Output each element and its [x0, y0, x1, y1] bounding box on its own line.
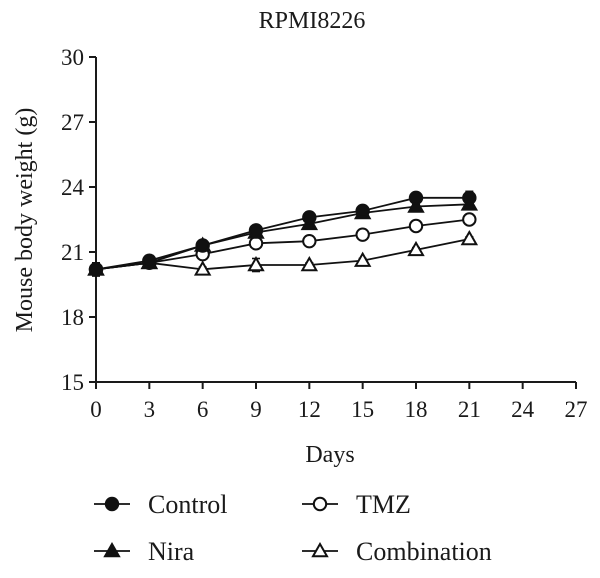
x-tick-label: 9	[250, 397, 262, 422]
y-tick-label: 24	[61, 175, 85, 200]
y-axis-label: Mouse body weight (g)	[12, 108, 38, 333]
x-tick-label: 21	[458, 397, 481, 422]
x-tick-label: 15	[351, 397, 374, 422]
x-tick-label: 18	[405, 397, 428, 422]
x-tick-label: 12	[298, 397, 321, 422]
data-point-control	[302, 210, 317, 225]
series-line-tmz	[95, 218, 470, 271]
y-tick-label: 21	[61, 240, 84, 265]
x-tick-label: 24	[511, 397, 535, 422]
data-point-combination	[460, 229, 479, 246]
data-point-control	[248, 223, 264, 238]
x-tick-label: 6	[197, 397, 209, 422]
legend-item-tmz: TMZ	[302, 490, 411, 519]
legend: Control TMZ Nira Combination	[94, 490, 492, 566]
y-tick-label: 30	[61, 45, 84, 70]
series-control	[88, 190, 477, 277]
data-point-tmz	[408, 218, 424, 234]
chart-title: RPMI8226	[259, 8, 366, 34]
legend-label-control: Control	[148, 490, 227, 519]
data-point-combination	[193, 260, 212, 276]
data-point-control	[462, 190, 477, 206]
legend-marker-control	[104, 496, 120, 512]
data-point-control	[88, 262, 104, 277]
legend-marker-combination	[311, 541, 329, 558]
data-point-tmz	[462, 212, 477, 227]
series-line-control	[95, 196, 470, 271]
x-tick-label: 3	[144, 397, 156, 422]
legend-label-nira: Nira	[148, 537, 195, 566]
legend-item-combination: Combination	[302, 537, 492, 566]
legend-label-tmz: TMZ	[356, 490, 411, 519]
series-line-combination	[95, 238, 470, 271]
data-point-control	[142, 253, 157, 268]
data-point-control	[355, 203, 370, 219]
y-tick-label: 15	[61, 370, 84, 395]
x-tick-label: 0	[90, 397, 102, 422]
data-point-tmz	[302, 233, 317, 249]
y-tick-label: 18	[61, 305, 84, 330]
legend-marker-nira	[103, 541, 121, 558]
series-line-nira	[95, 203, 470, 271]
axes: 15 18 21 24 27 30 0 3 6 9 12 15 18 21 24 27	[61, 45, 588, 422]
data-point-control	[195, 238, 210, 253]
legend-marker-tmz	[312, 496, 328, 512]
x-axis-label: Days	[305, 442, 354, 468]
data-point-combination	[247, 255, 265, 272]
y-tick-label: 27	[61, 110, 84, 135]
legend-item-control: Control	[94, 490, 227, 519]
data-point-tmz	[355, 227, 370, 242]
series-layer	[87, 190, 479, 277]
data-point-nira	[407, 197, 425, 213]
data-point-combination	[300, 255, 319, 272]
legend-item-nira: Nira	[94, 537, 195, 566]
data-point-control	[408, 190, 424, 206]
x-tick-label: 27	[565, 397, 588, 422]
data-point-combination	[407, 240, 425, 257]
data-point-tmz	[248, 236, 264, 251]
data-point-combination	[353, 251, 372, 267]
legend-label-combination: Combination	[356, 537, 492, 566]
